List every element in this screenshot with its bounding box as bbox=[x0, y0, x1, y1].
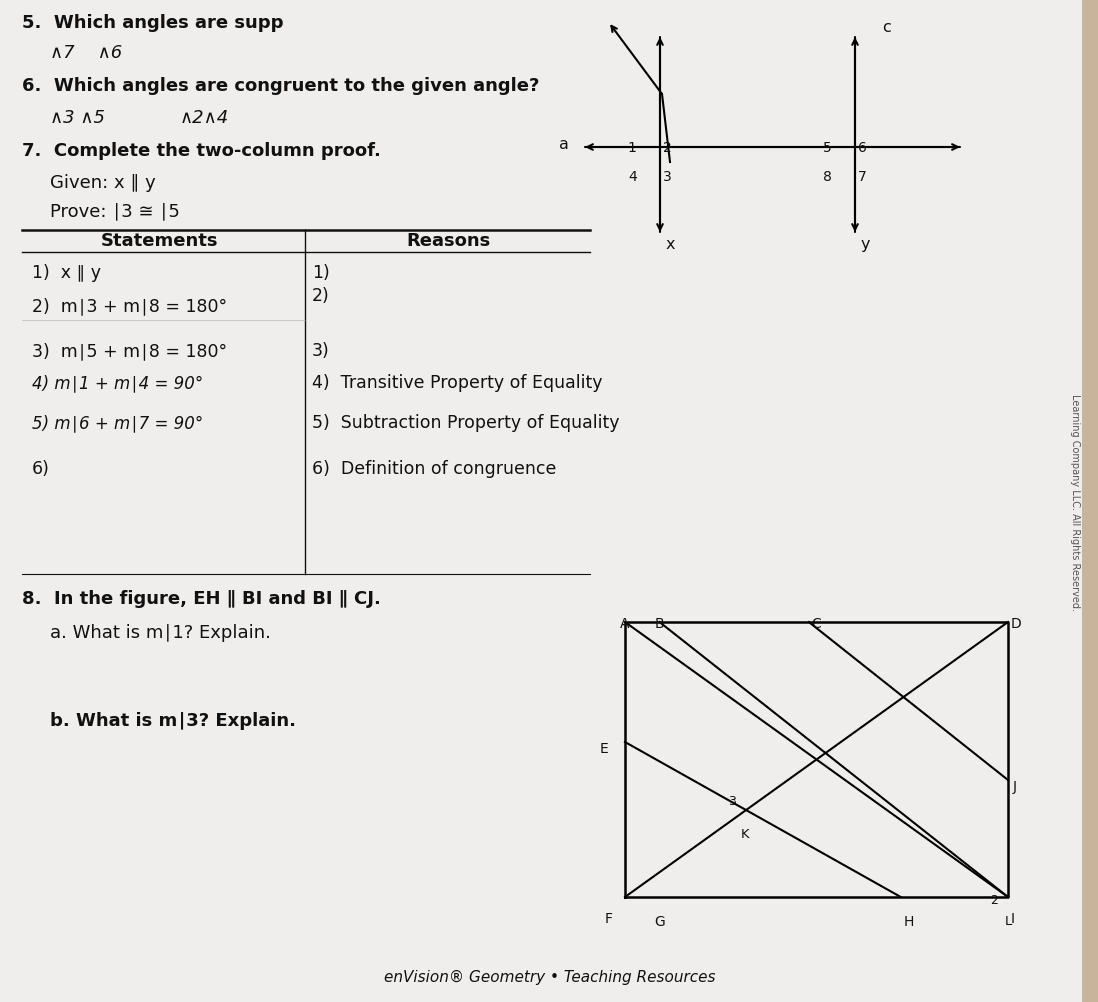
Text: 4) m∣1 + m∣4 = 90°: 4) m∣1 + m∣4 = 90° bbox=[32, 374, 203, 392]
Text: Prove: ∣3 ≅ ∣5: Prove: ∣3 ≅ ∣5 bbox=[51, 202, 180, 220]
Text: x: x bbox=[666, 237, 675, 252]
Text: 3): 3) bbox=[312, 342, 329, 360]
Text: 3: 3 bbox=[662, 170, 671, 184]
Text: 5) m∣6 + m∣7 = 90°: 5) m∣6 + m∣7 = 90° bbox=[32, 414, 203, 432]
Text: 1: 1 bbox=[628, 140, 637, 154]
Text: 4: 4 bbox=[628, 170, 637, 184]
Text: 6)  Definition of congruence: 6) Definition of congruence bbox=[312, 460, 557, 478]
Text: 4)  Transitive Property of Equality: 4) Transitive Property of Equality bbox=[312, 374, 603, 392]
Text: B: B bbox=[654, 617, 664, 631]
Text: L: L bbox=[1005, 915, 1012, 928]
Text: H: H bbox=[904, 915, 915, 929]
Text: 8: 8 bbox=[822, 170, 831, 184]
Text: 1): 1) bbox=[312, 264, 329, 282]
Text: I: I bbox=[1011, 912, 1015, 926]
Text: 5: 5 bbox=[822, 140, 831, 154]
Text: Given: x ∥ y: Given: x ∥ y bbox=[51, 174, 156, 192]
Text: ∧2∧4: ∧2∧4 bbox=[180, 109, 229, 127]
Text: 2: 2 bbox=[990, 894, 998, 907]
Text: E: E bbox=[600, 742, 608, 756]
Text: D: D bbox=[1011, 617, 1022, 631]
Text: Reasons: Reasons bbox=[406, 232, 490, 250]
Text: J: J bbox=[1013, 780, 1017, 794]
Text: 6: 6 bbox=[858, 140, 866, 154]
Text: 5.  Which angles are supp: 5. Which angles are supp bbox=[22, 14, 283, 32]
Text: a. What is m∣1? Explain.: a. What is m∣1? Explain. bbox=[51, 624, 271, 642]
Text: ∧3 ∧5: ∧3 ∧5 bbox=[51, 109, 105, 127]
Text: y: y bbox=[861, 237, 871, 252]
Text: enVision® Geometry • Teaching Resources: enVision® Geometry • Teaching Resources bbox=[384, 970, 716, 985]
Text: 2)  m∣3 + m∣8 = 180°: 2) m∣3 + m∣8 = 180° bbox=[32, 297, 227, 315]
Text: 3)  m∣5 + m∣8 = 180°: 3) m∣5 + m∣8 = 180° bbox=[32, 342, 227, 360]
Text: C: C bbox=[810, 617, 820, 631]
Text: c: c bbox=[882, 20, 890, 35]
Text: 3: 3 bbox=[728, 795, 736, 808]
Text: 2): 2) bbox=[312, 287, 329, 305]
Text: b. What is m∣3? Explain.: b. What is m∣3? Explain. bbox=[51, 712, 296, 730]
Text: Learning Company LLC. All Rights Reserved.: Learning Company LLC. All Rights Reserve… bbox=[1069, 394, 1080, 610]
Text: 7: 7 bbox=[858, 170, 866, 184]
Text: 5)  Subtraction Property of Equality: 5) Subtraction Property of Equality bbox=[312, 414, 619, 432]
Text: a: a bbox=[559, 137, 569, 152]
Text: ∧7    ∧6: ∧7 ∧6 bbox=[51, 44, 122, 62]
Text: 1)  x ∥ y: 1) x ∥ y bbox=[32, 264, 101, 282]
Text: A: A bbox=[620, 617, 629, 631]
Text: 6): 6) bbox=[32, 460, 49, 478]
Text: G: G bbox=[654, 915, 665, 929]
Text: 7.  Complete the two-column proof.: 7. Complete the two-column proof. bbox=[22, 142, 381, 160]
Text: 8.  In the figure, EH ∥ BI and BI ∥ CJ.: 8. In the figure, EH ∥ BI and BI ∥ CJ. bbox=[22, 590, 381, 608]
Text: K: K bbox=[741, 828, 750, 841]
Text: 2: 2 bbox=[662, 140, 671, 154]
Text: 6.  Which angles are congruent to the given angle?: 6. Which angles are congruent to the giv… bbox=[22, 77, 539, 95]
Text: Statements: Statements bbox=[101, 232, 219, 250]
Text: F: F bbox=[605, 912, 613, 926]
